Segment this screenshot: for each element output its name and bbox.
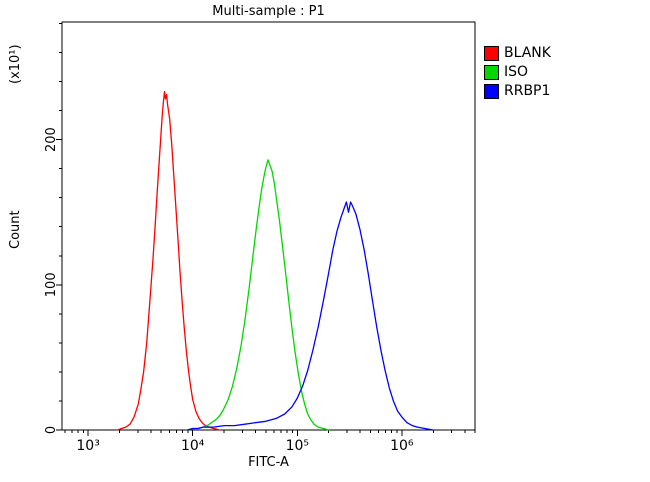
legend-swatch-iso bbox=[484, 65, 499, 80]
svg-text:10⁵: 10⁵ bbox=[286, 438, 309, 454]
legend: BLANK ISO RRBP1 bbox=[484, 45, 551, 102]
legend-label-blank: BLANK bbox=[504, 45, 551, 61]
svg-text:0: 0 bbox=[44, 426, 59, 434]
x-axis-label: FITC-A bbox=[248, 455, 289, 470]
svg-text:10⁴: 10⁴ bbox=[181, 438, 205, 454]
chart-title: Multi-sample : P1 bbox=[212, 4, 325, 19]
legend-item: RRBP1 bbox=[484, 83, 551, 100]
legend-label-iso: ISO bbox=[504, 64, 529, 80]
svg-text:100: 100 bbox=[44, 272, 59, 297]
svg-text:10⁶: 10⁶ bbox=[390, 438, 414, 454]
legend-item: BLANK bbox=[484, 45, 551, 62]
svg-text:200: 200 bbox=[44, 127, 59, 152]
legend-swatch-rrbp1 bbox=[484, 84, 499, 99]
legend-swatch-blank bbox=[484, 46, 499, 61]
svg-text:10³: 10³ bbox=[76, 438, 99, 454]
legend-label-rrbp1: RRBP1 bbox=[504, 83, 551, 99]
legend-item: ISO bbox=[484, 64, 551, 81]
